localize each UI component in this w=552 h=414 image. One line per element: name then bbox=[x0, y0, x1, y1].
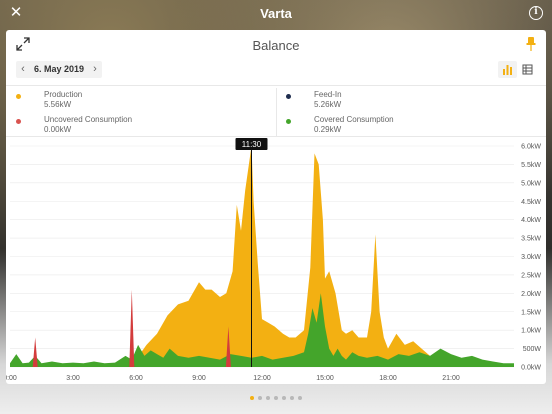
legend-name: Production bbox=[44, 90, 83, 99]
legend-value: 5.56kW bbox=[44, 100, 72, 109]
cursor-label-box bbox=[235, 138, 268, 150]
legend-name: Uncovered Consumption bbox=[44, 115, 133, 124]
legend-dot bbox=[286, 119, 291, 124]
legend-dot bbox=[16, 94, 21, 99]
x-tick-label: 12:00 bbox=[253, 375, 271, 382]
y-tick-label: 6.0kW bbox=[521, 144, 541, 151]
page-dot[interactable] bbox=[250, 396, 254, 400]
uncovered-consumption-spike bbox=[129, 289, 135, 367]
x-tick-label: 6:00 bbox=[129, 375, 143, 382]
chart-view-button[interactable] bbox=[498, 61, 517, 78]
date-label[interactable]: 6. May 2019 bbox=[33, 64, 85, 74]
uncovered-consumption-spike bbox=[225, 326, 231, 367]
legend-item-covered-consumption[interactable]: Covered Consumption 0.29kW bbox=[286, 113, 486, 137]
y-tick-label: 0.0kW bbox=[521, 365, 541, 372]
legend-name: Feed-In bbox=[314, 90, 342, 99]
x-tick-label: 9:00 bbox=[192, 375, 206, 382]
x-tick-label: 21:00 bbox=[442, 375, 460, 382]
legend: Production 5.56kW Feed-In 5.26kW Uncover… bbox=[6, 85, 546, 137]
legend-value: 0.00kW bbox=[44, 125, 72, 134]
page-dot[interactable] bbox=[282, 396, 286, 400]
date-navigator: ‹ 6. May 2019 › bbox=[16, 61, 102, 78]
y-tick-label: 3.0kW bbox=[521, 254, 541, 261]
chevron-left-icon[interactable]: ‹ bbox=[21, 63, 25, 75]
legend-item-production[interactable]: Production 5.56kW bbox=[16, 88, 216, 112]
x-tick-label: 15:00 bbox=[316, 375, 334, 382]
close-icon[interactable]: ✕ bbox=[9, 4, 23, 21]
page-dot[interactable] bbox=[266, 396, 270, 400]
y-tick-label: 2.5kW bbox=[521, 272, 541, 279]
card-title: Balance bbox=[252, 38, 300, 53]
legend-item-uncovered-consumption[interactable]: Uncovered Consumption 0.00kW bbox=[16, 113, 216, 137]
y-tick-label: 1.0kW bbox=[521, 328, 541, 335]
x-tick-label: 0:00 bbox=[6, 375, 17, 382]
page-dot[interactable] bbox=[258, 396, 262, 400]
info-icon[interactable]: i bbox=[529, 6, 543, 20]
top-bar: ✕ Varta i bbox=[0, 0, 552, 28]
y-tick-label: 5.5kW bbox=[521, 162, 541, 169]
y-tick-label: 3.5kW bbox=[521, 236, 541, 243]
production-area bbox=[10, 146, 514, 367]
legend-dot bbox=[16, 119, 21, 124]
balance-chart[interactable]: 0.0kW 500W 1.0kW 1.5kW 2.0kW 2.5kW 3.0kW 3.5kW 4… bbox=[6, 138, 546, 384]
page-dot[interactable] bbox=[290, 396, 294, 400]
page-dot[interactable] bbox=[298, 396, 302, 400]
covered-consumption-area bbox=[10, 293, 514, 367]
balance-card: Balance ‹ 6. May 2019 › Production 5.56k… bbox=[6, 30, 546, 384]
chart-svg: 0.0kW 500W 1.0kW 1.5kW 2.0kW 2.5kW 3.0kW 3.5kW 4… bbox=[6, 138, 542, 382]
page-indicator bbox=[0, 396, 552, 400]
y-tick-label: 2.0kW bbox=[521, 291, 541, 298]
pin-icon[interactable] bbox=[526, 36, 536, 52]
app-title: Varta bbox=[260, 6, 292, 21]
bar-chart-icon bbox=[503, 65, 512, 75]
table-view-button[interactable] bbox=[518, 61, 537, 78]
legend-value: 0.29kW bbox=[314, 125, 342, 134]
y-tick-label: 5.0kW bbox=[521, 180, 541, 187]
legend-value: 5.26kW bbox=[314, 100, 342, 109]
table-icon bbox=[522, 64, 533, 75]
page-dot[interactable] bbox=[274, 396, 278, 400]
y-tick-label: 1.5kW bbox=[521, 309, 541, 316]
y-tick-label: 500W bbox=[523, 346, 542, 353]
uncovered-consumption-spike bbox=[32, 337, 38, 367]
expand-icon[interactable] bbox=[16, 37, 30, 51]
x-tick-label: 18:00 bbox=[379, 375, 397, 382]
chevron-right-icon[interactable]: › bbox=[93, 63, 97, 75]
legend-dot bbox=[286, 94, 291, 99]
x-tick-label: 3:00 bbox=[66, 375, 80, 382]
cursor-time-label: 11:30 bbox=[242, 140, 262, 149]
y-tick-label: 4.5kW bbox=[521, 199, 541, 206]
legend-divider bbox=[276, 88, 277, 136]
y-tick-label: 4.0kW bbox=[521, 217, 541, 224]
legend-item-feed-in[interactable]: Feed-In 5.26kW bbox=[286, 88, 486, 112]
legend-name: Covered Consumption bbox=[314, 115, 394, 124]
